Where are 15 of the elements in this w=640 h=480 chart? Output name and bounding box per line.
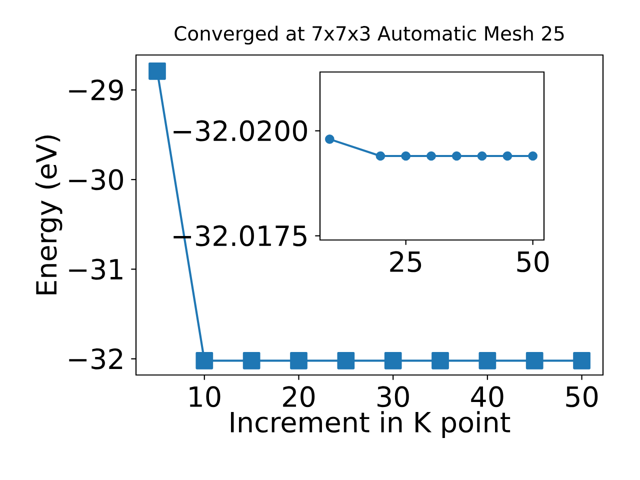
y-tick-label: −32: [69, 348, 122, 370]
x-tick-label: 10: [190, 386, 220, 408]
x-tick-label: 50: [517, 251, 549, 272]
y-tick-label: −30: [69, 169, 123, 190]
y-tick-label: −32.0200: [174, 120, 307, 142]
y-tick-label: −31: [69, 258, 122, 280]
x-tick-label: 30: [378, 386, 409, 408]
y-axis-title: Energy (eV): [35, 135, 62, 294]
y-tick-label: −29: [69, 79, 123, 100]
x-tick-label: 50: [566, 386, 598, 408]
chart-title: Converged at 7x7x3 Automatic Mesh 25: [174, 26, 564, 45]
x-tick-label: 20: [283, 386, 315, 408]
x-tick-label: 25: [390, 251, 422, 272]
x-tick-label: 40: [471, 386, 504, 408]
x-axis-title: Increment in K point: [230, 411, 510, 438]
